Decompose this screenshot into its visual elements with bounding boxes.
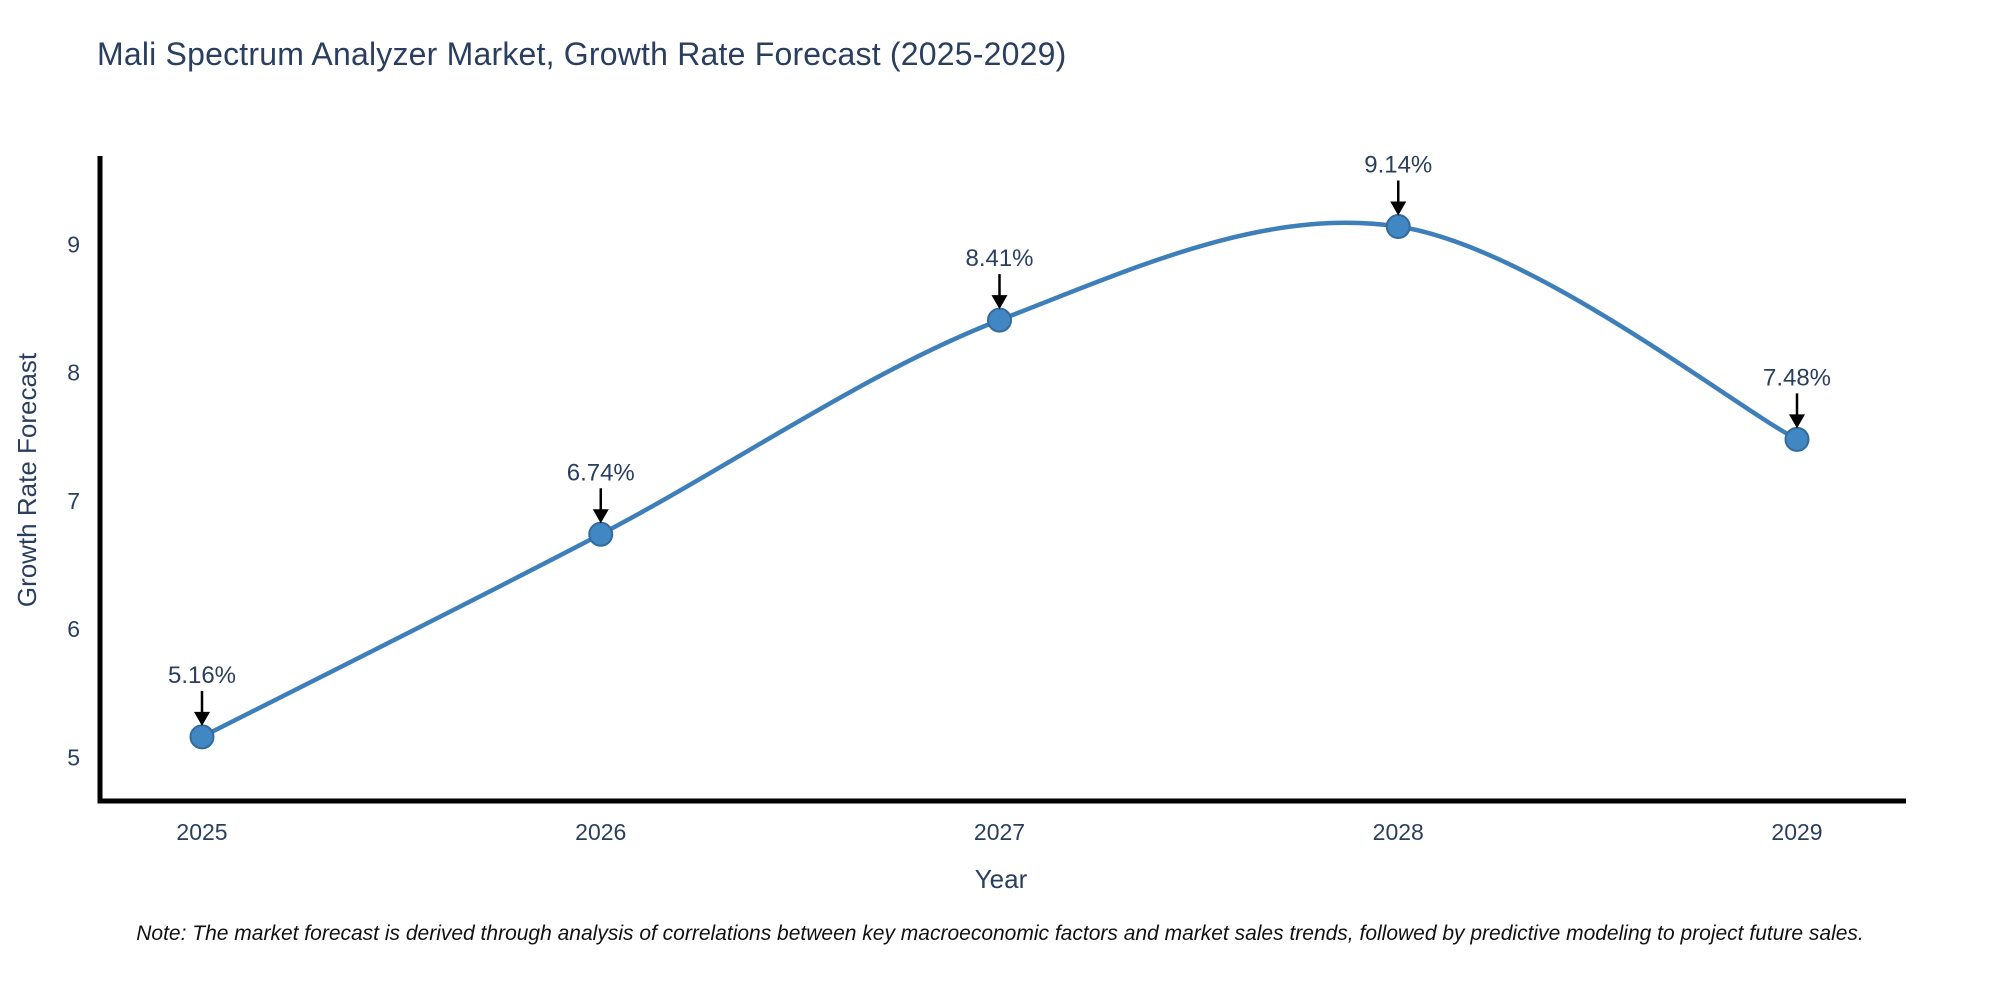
data-point-label: 8.41% [965,245,1033,272]
annotation-arrowhead-icon [1789,414,1805,429]
x-tick-label: 2026 [575,819,626,845]
footnote: Note: The market forecast is derived thr… [136,922,1864,945]
data-point-label: 5.16% [168,662,236,689]
annotation-arrowhead-icon [194,711,210,726]
y-tick-label: 5 [67,744,80,770]
data-point-label: 9.14% [1364,152,1432,179]
axes-layer: 5 6 7 8 9 2025 2026 2027 2028 2029 [67,156,1906,845]
data-point-marker [1784,426,1810,452]
annotation-arrowhead-icon [991,295,1008,310]
data-point-label: 6.74% [567,459,635,486]
x-tick-label: 2028 [1373,819,1424,845]
data-point-label: 7.48% [1763,364,1831,391]
x-tick-label: 2029 [1771,819,1822,845]
data-point-marker [189,724,215,750]
annotation-arrowhead-icon [592,509,609,524]
y-tick-label: 9 [67,231,80,257]
annotation-arrowhead-icon [1390,201,1407,216]
y-tick-label: 6 [67,616,80,642]
y-axis-title: Growth Rate Forecast [12,352,42,607]
x-tick-label: 2027 [974,819,1025,845]
data-point-marker [588,521,614,547]
y-tick-label: 8 [67,360,80,386]
data-point-marker [1385,214,1411,240]
data-point-marker [987,307,1012,333]
x-axis-title: Year [975,864,1028,894]
x-tick-label: 2025 [176,819,227,845]
y-tick-label: 7 [67,488,80,514]
annotation-layer: 5.16% 6.74% 8.41% 9.14% 7.48% [168,152,1831,726]
chart-title: Mali Spectrum Analyzer Market, Growth Ra… [97,36,1067,72]
